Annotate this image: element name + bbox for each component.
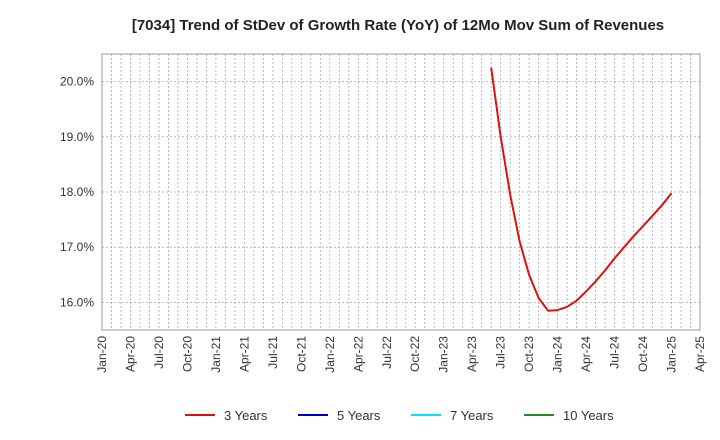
x-tick-label: Oct-20 [180, 336, 194, 372]
x-tick-label: Jan-25 [665, 336, 679, 373]
y-tick-label: 20.0% [60, 75, 94, 89]
legend-label: 10 Years [563, 408, 614, 423]
x-tick-label: Oct-21 [294, 336, 308, 372]
grid [102, 54, 700, 330]
x-tick-label: Apr-25 [693, 336, 707, 372]
x-tick-label: Apr-22 [351, 336, 365, 372]
y-axis: 16.0% 17.0% 18.0% 19.0% 20.0% [60, 75, 94, 310]
x-tick-label: Oct-22 [408, 336, 422, 372]
x-tick-label: Jan-20 [95, 336, 109, 373]
x-axis: Jan-20 Apr-20 Jul-20 Oct-20 Jan-21 Apr-21 Jul-… [95, 336, 707, 373]
x-tick-label: Apr-21 [237, 336, 251, 372]
x-tick-label: Jul-20 [152, 336, 166, 369]
plot-frame [101, 53, 701, 331]
x-tick-label: Jan-22 [323, 336, 337, 373]
legend-label: 5 Years [337, 408, 381, 423]
x-tick-label: Oct-24 [636, 336, 650, 372]
x-tick-label: Apr-23 [465, 336, 479, 372]
series-lines [490, 67, 673, 312]
x-tick-label: Oct-23 [522, 336, 536, 372]
x-tick-label: Apr-24 [579, 336, 593, 372]
legend-label: 7 Years [450, 408, 494, 423]
x-tick-label: Jul-22 [380, 336, 394, 369]
y-tick-label: 18.0% [60, 185, 94, 199]
x-tick-label: Jan-23 [437, 336, 451, 373]
legend: 3 Years 5 Years 7 Years 10 Years [185, 408, 614, 423]
legend-label: 3 Years [224, 408, 268, 423]
y-tick-label: 19.0% [60, 130, 94, 144]
x-tick-label: Jul-24 [608, 336, 622, 369]
y-tick-label: 17.0% [60, 240, 94, 254]
x-tick-label: Apr-20 [123, 336, 137, 372]
y-tick-label: 16.0% [60, 295, 94, 309]
x-tick-label: Jul-21 [266, 336, 280, 369]
x-tick-label: Jan-21 [209, 336, 223, 373]
x-tick-label: Jul-23 [494, 336, 508, 369]
series-line-3-years [490, 67, 673, 312]
chart-title: [7034] Trend of StDev of Growth Rate (Yo… [132, 17, 664, 34]
x-tick-label: Jan-24 [551, 336, 565, 373]
